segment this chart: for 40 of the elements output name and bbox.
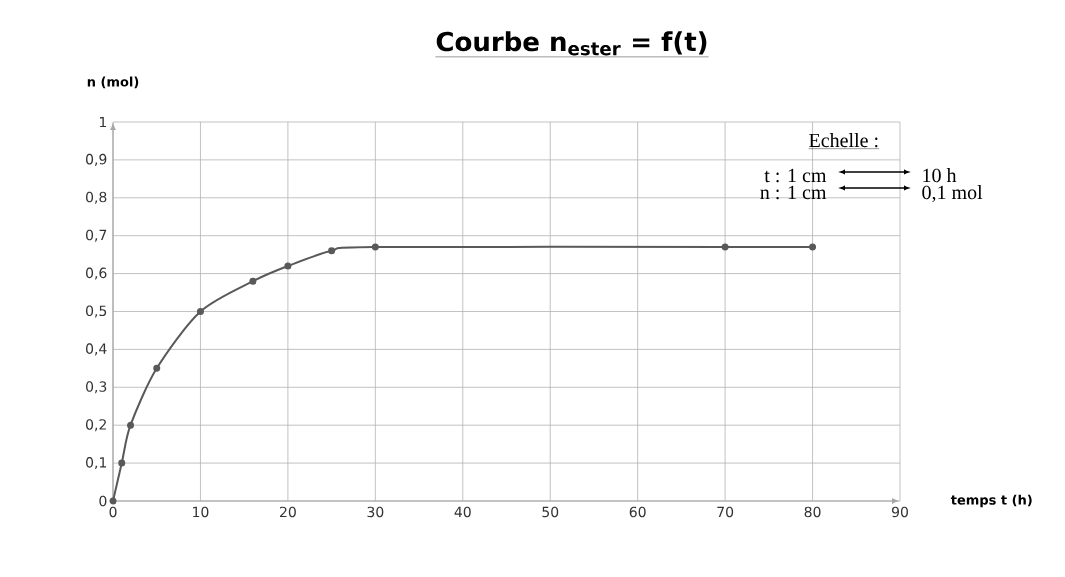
x-tick-label: 70 bbox=[717, 506, 734, 518]
y-tick-label: 1 bbox=[99, 116, 107, 128]
point bbox=[127, 421, 134, 429]
point bbox=[371, 243, 379, 251]
chart-title: Courbe n$_{ester}$ = f(t) bbox=[436, 31, 707, 56]
x-tick-label: 10 bbox=[193, 506, 209, 518]
x-tick-label: 90 bbox=[891, 506, 908, 518]
point bbox=[328, 247, 336, 255]
annotation: Echelle : bbox=[809, 133, 878, 148]
y-tick-label: 0,5 bbox=[86, 305, 107, 318]
point bbox=[196, 307, 204, 315]
point bbox=[809, 243, 817, 251]
x-axis-title: temps t (h) bbox=[950, 494, 1032, 508]
text: 0,1 mol bbox=[922, 185, 983, 203]
x-tick-label: 80 bbox=[804, 506, 821, 518]
x-tick-label: 40 bbox=[454, 506, 471, 518]
y-tick-label: 0,3 bbox=[86, 381, 107, 394]
point bbox=[721, 243, 729, 251]
y-tick-label: 0,6 bbox=[86, 267, 107, 280]
point bbox=[284, 262, 292, 270]
y-tick-label: 0,7 bbox=[86, 229, 107, 242]
y-tick-label: 0,4 bbox=[86, 343, 107, 356]
y-tick-label: 0,8 bbox=[86, 191, 107, 204]
x-tick-label: 50 bbox=[542, 506, 559, 518]
point bbox=[249, 277, 257, 285]
annotation: t : 1 cm bbox=[764, 168, 827, 183]
y-tick-label: 0,2 bbox=[86, 419, 106, 432]
y-tick-label: 0,1 bbox=[86, 457, 107, 470]
y-axis-title: n (mol) bbox=[87, 76, 139, 89]
y-tick-label: 0 bbox=[99, 495, 107, 507]
x-tick-label: 30 bbox=[367, 506, 384, 518]
text: 10 h bbox=[923, 168, 957, 183]
point bbox=[109, 497, 117, 505]
x-tick-label: 20 bbox=[280, 506, 296, 518]
annotation: n : 1 cm bbox=[760, 185, 827, 200]
point bbox=[118, 459, 126, 467]
x-tick-label: 60 bbox=[629, 506, 646, 518]
point bbox=[153, 364, 161, 372]
y-tick-label: 0,9 bbox=[86, 153, 107, 166]
x-tick-label: 0 bbox=[109, 506, 117, 518]
